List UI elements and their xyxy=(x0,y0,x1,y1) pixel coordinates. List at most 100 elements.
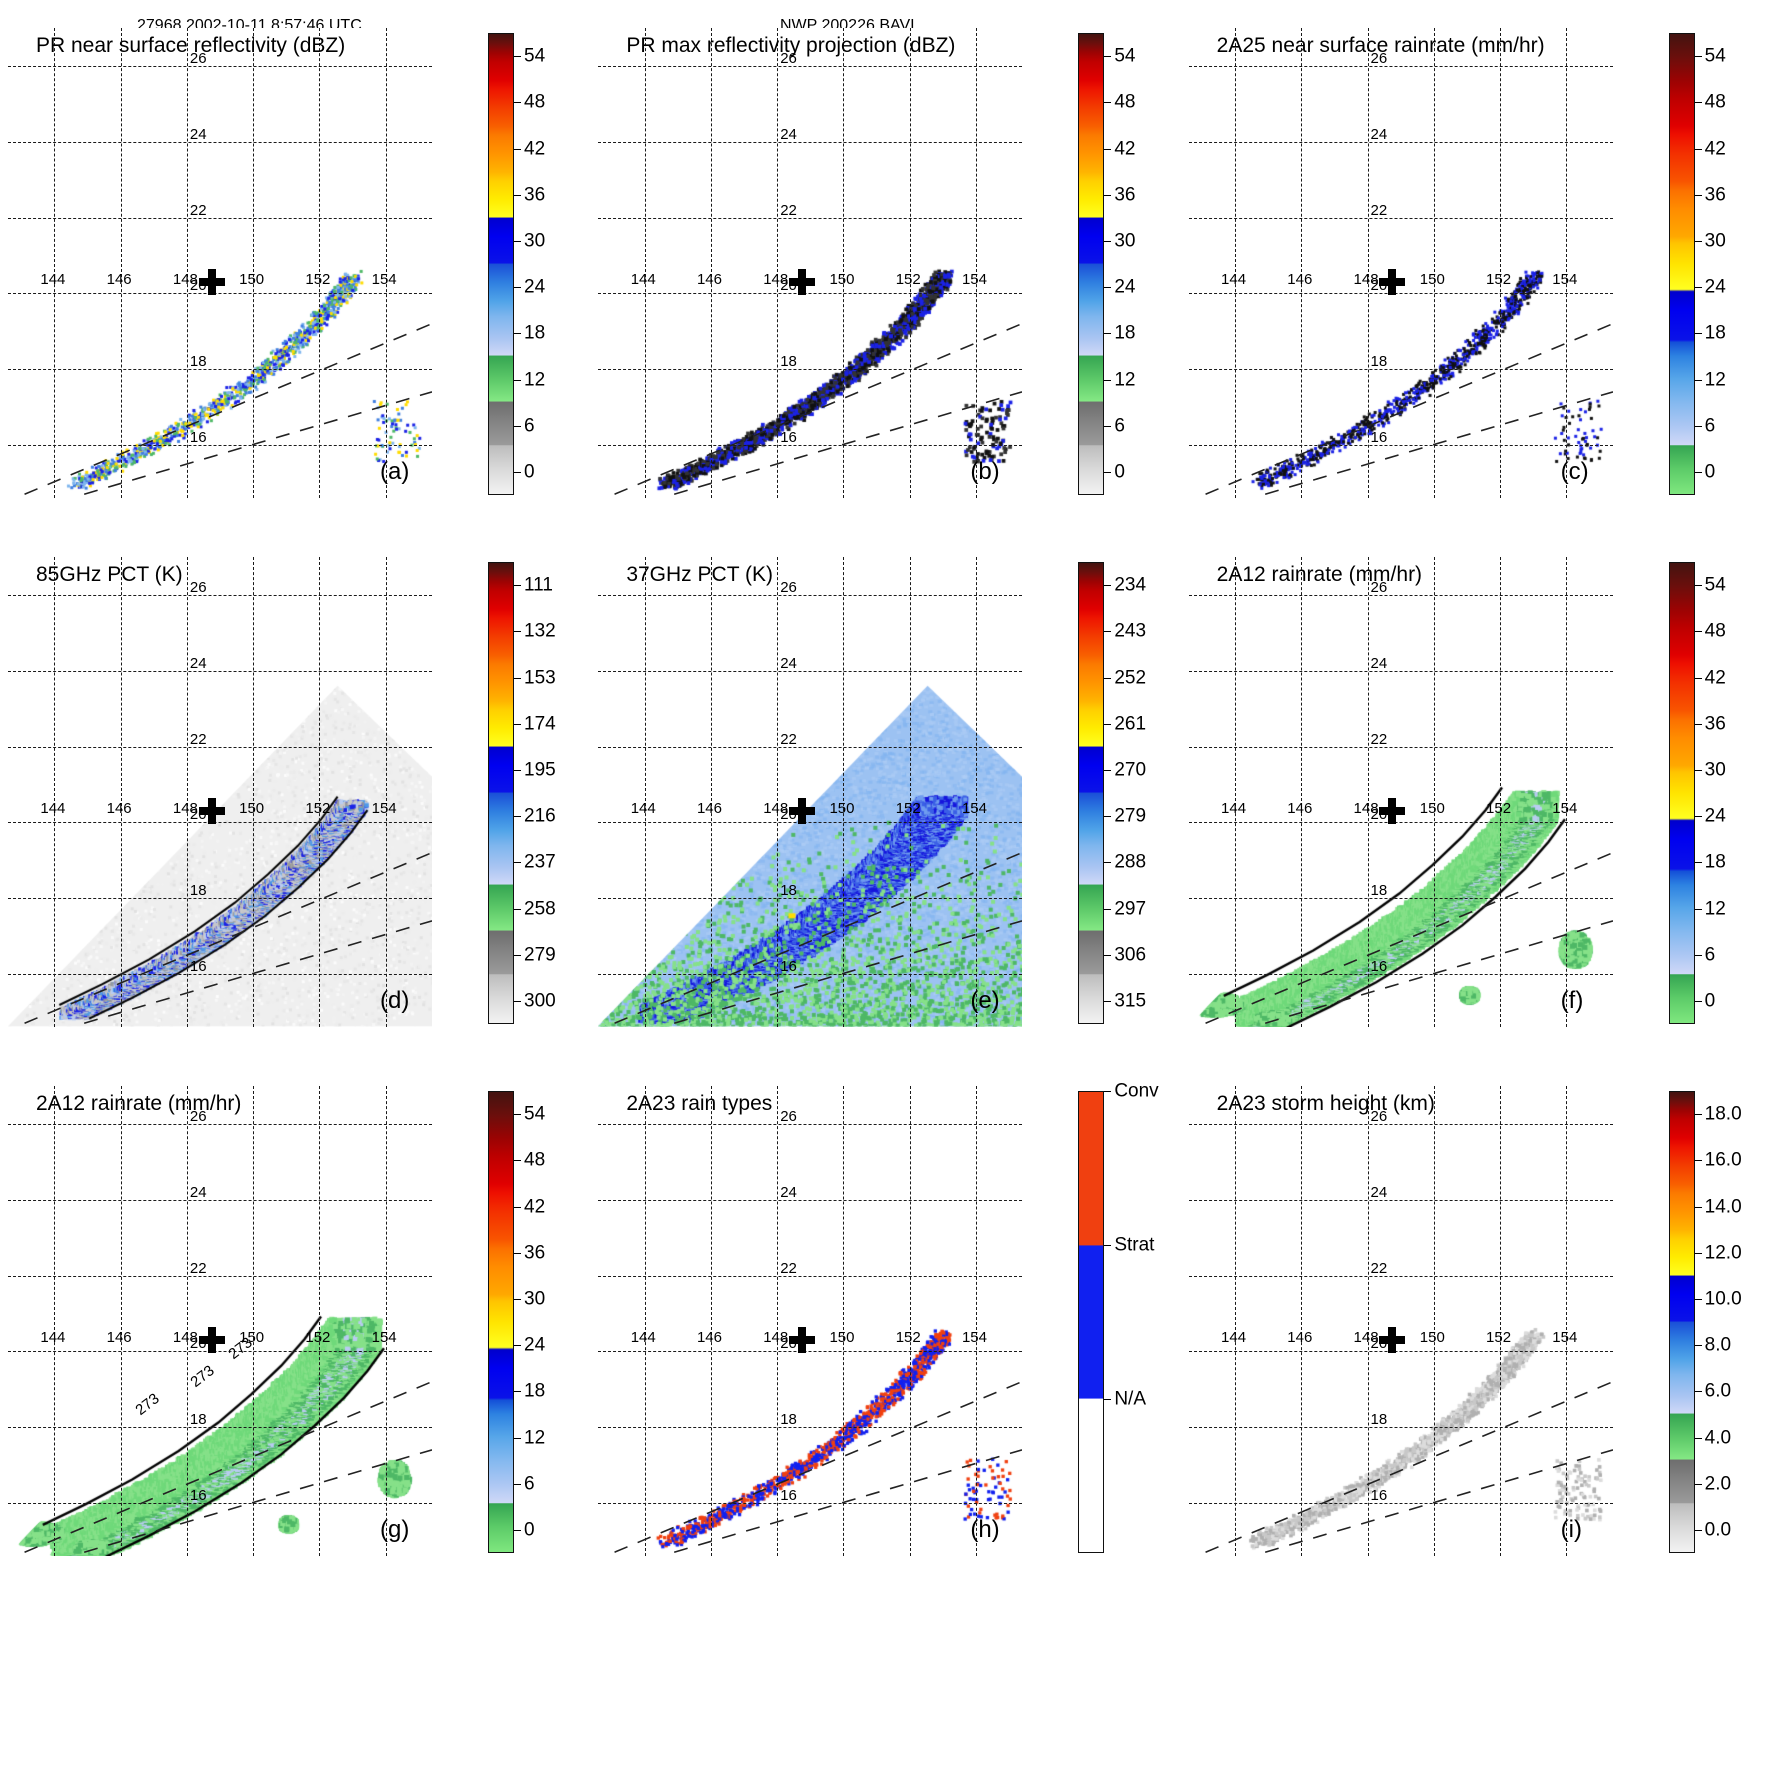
colorbar-tick xyxy=(514,333,521,335)
colorbar-tick-label: 243 xyxy=(1114,620,1147,642)
colorbar-tick-label: 297 xyxy=(1114,898,1147,919)
xtick-label: 154 xyxy=(371,271,397,289)
gridline-lat-20 xyxy=(598,1351,1023,1353)
colorbar-h: Conv Strat N/A xyxy=(1078,1082,1159,1553)
ytick-label: 22 xyxy=(780,730,797,748)
colorbar-tick-label: 36 xyxy=(1704,184,1726,206)
ytick-label: 22 xyxy=(1370,730,1388,748)
colorbar-tick xyxy=(1694,1206,1702,1208)
xtick-label: 152 xyxy=(305,800,331,818)
gridline-lon-146 xyxy=(710,28,712,498)
colorbar-tick-label: 288 xyxy=(1114,851,1147,873)
colorbar-tick xyxy=(514,769,521,771)
colorbar-tick-label: 153 xyxy=(524,667,556,688)
panel-title-g: 2A12 rainrate (mm/hr) xyxy=(36,1092,242,1115)
gridline-lon-154 xyxy=(1566,1086,1568,1556)
colorbar-tick-label: 2.0 xyxy=(1704,1473,1732,1495)
colorbar-tick xyxy=(1694,1252,1702,1254)
gridline-lat-20 xyxy=(1188,1351,1613,1353)
colorbar-tick-label: 42 xyxy=(524,1196,546,1217)
gridline-lat-22 xyxy=(598,746,1023,748)
data-field-f xyxy=(1188,557,1613,1027)
ytick-label: 18 xyxy=(1370,1411,1388,1429)
panel-title-d: 85GHz PCT (K) xyxy=(36,563,183,586)
xtick-label: 146 xyxy=(1287,1329,1313,1347)
colorbar-tick xyxy=(1694,723,1702,725)
gridline-lat-18 xyxy=(8,1427,432,1429)
colorbar-tick xyxy=(1694,102,1702,104)
colorbar-tick xyxy=(514,631,521,633)
ytick-label: 18 xyxy=(189,353,207,371)
plot-area-e[interactable]: 144 146 148 150 152 154 16 18 20 22 24 26 xyxy=(598,557,1023,1027)
gridline-lat-16 xyxy=(598,444,1023,446)
ytick-label: 18 xyxy=(189,882,207,900)
colorbar-tick-label: 6 xyxy=(524,415,535,437)
xtick-label: 148 xyxy=(172,800,198,818)
xtick-label: 150 xyxy=(829,271,855,289)
colorbar-tick xyxy=(1104,677,1112,679)
plot-area-c[interactable]: 144 146 148 150 152 154 16 18 20 22 24 26 xyxy=(1188,28,1613,498)
colorbar-strip-b xyxy=(1078,33,1105,495)
gridline-lon-148 xyxy=(1367,28,1369,498)
colorbar-tick xyxy=(514,1114,521,1116)
gridline-lon-154 xyxy=(385,28,387,498)
colorbar-tick-label: 12.0 xyxy=(1704,1242,1742,1264)
gridline-lon-144 xyxy=(644,1086,646,1556)
colorbar-tick xyxy=(514,102,521,104)
gridline-lon-148 xyxy=(186,28,188,498)
panel-letter-g: (g) xyxy=(380,1516,410,1543)
gridline-lon-144 xyxy=(1235,557,1237,1027)
plot-area-i[interactable]: 144 146 148 150 152 154 16 18 20 22 24 26 xyxy=(1188,1086,1613,1556)
xtick-label: 148 xyxy=(172,271,198,289)
gridline-lat-16 xyxy=(8,973,432,975)
plot-area-d[interactable]: 144 146 148 150 152 154 16 18 20 22 24 26 xyxy=(8,557,432,1027)
station-cross-marker xyxy=(789,1326,816,1353)
colorbar-tick xyxy=(1694,1160,1702,1162)
panel-title-c: 2A25 near surface rainrate (mm/hr) xyxy=(1216,34,1545,57)
colorbar-tick xyxy=(1104,194,1112,196)
ytick-label: 26 xyxy=(1370,578,1388,596)
xtick-label: 150 xyxy=(829,800,855,818)
gridline-lat-22 xyxy=(1188,217,1613,219)
colorbar-tick xyxy=(1104,862,1112,864)
colorbar-tick-label: 18.0 xyxy=(1704,1103,1742,1125)
plot-area-f[interactable]: 144 146 148 150 152 154 16 18 20 22 24 26 xyxy=(1188,557,1613,1027)
colorbar-strip-e xyxy=(1078,562,1105,1024)
xtick-label: 152 xyxy=(305,271,331,289)
colorbar-tick-label: 42 xyxy=(1704,667,1726,688)
colorbar-tick-label: Conv xyxy=(1114,1080,1159,1102)
xtick-label: 148 xyxy=(763,271,789,289)
plot-area-h[interactable]: 144 146 148 150 152 154 16 18 20 22 24 26 xyxy=(598,1086,1023,1556)
plot-area-g[interactable]: 144 146 148 150 152 154 16 18 20 22 24 26 xyxy=(8,1086,432,1556)
plot-area-b[interactable]: 144 146 148 150 152 154 16 18 20 22 24 26 xyxy=(598,28,1023,498)
xtick-label: 152 xyxy=(1486,1329,1512,1347)
xtick-label: 150 xyxy=(239,1329,265,1347)
plot-area-a[interactable]: 144 146 148 150 152 154 16 18 20 22 24 26 xyxy=(8,28,432,498)
ytick-label: 18 xyxy=(189,1411,207,1429)
xtick-label: 144 xyxy=(630,800,656,818)
gridline-lon-148 xyxy=(777,1086,779,1556)
ytick-label: 16 xyxy=(189,957,207,975)
colorbar-tick-label: 252 xyxy=(1114,667,1147,688)
colorbar-tick-label: 234 xyxy=(1114,574,1147,596)
ytick-label: 16 xyxy=(780,1486,797,1504)
colorbar-tick-label: 36 xyxy=(1704,713,1726,735)
ytick-label: 26 xyxy=(189,578,207,596)
xtick-label: 148 xyxy=(1353,800,1379,818)
xtick-label: 144 xyxy=(40,271,66,289)
colorbar-tick xyxy=(514,954,521,956)
colorbar-tick xyxy=(514,1483,521,1485)
colorbar-tick-label: 24 xyxy=(524,276,546,298)
colorbar-tick xyxy=(1694,677,1702,679)
gridline-lon-154 xyxy=(975,557,977,1027)
data-field-d xyxy=(8,557,432,1027)
colorbar-tick xyxy=(1694,1114,1702,1116)
colorbar-tick-label: 30 xyxy=(1704,759,1726,781)
colorbar-tick xyxy=(514,425,521,427)
gridline-lat-22 xyxy=(598,1275,1023,1277)
ytick-label: 22 xyxy=(780,1259,797,1277)
xtick-label: 150 xyxy=(1419,271,1445,289)
colorbar-tick-label: 6 xyxy=(1114,415,1125,437)
colorbar-tick-label: 6.0 xyxy=(1704,1380,1732,1402)
gridline-lon-148 xyxy=(186,557,188,1027)
